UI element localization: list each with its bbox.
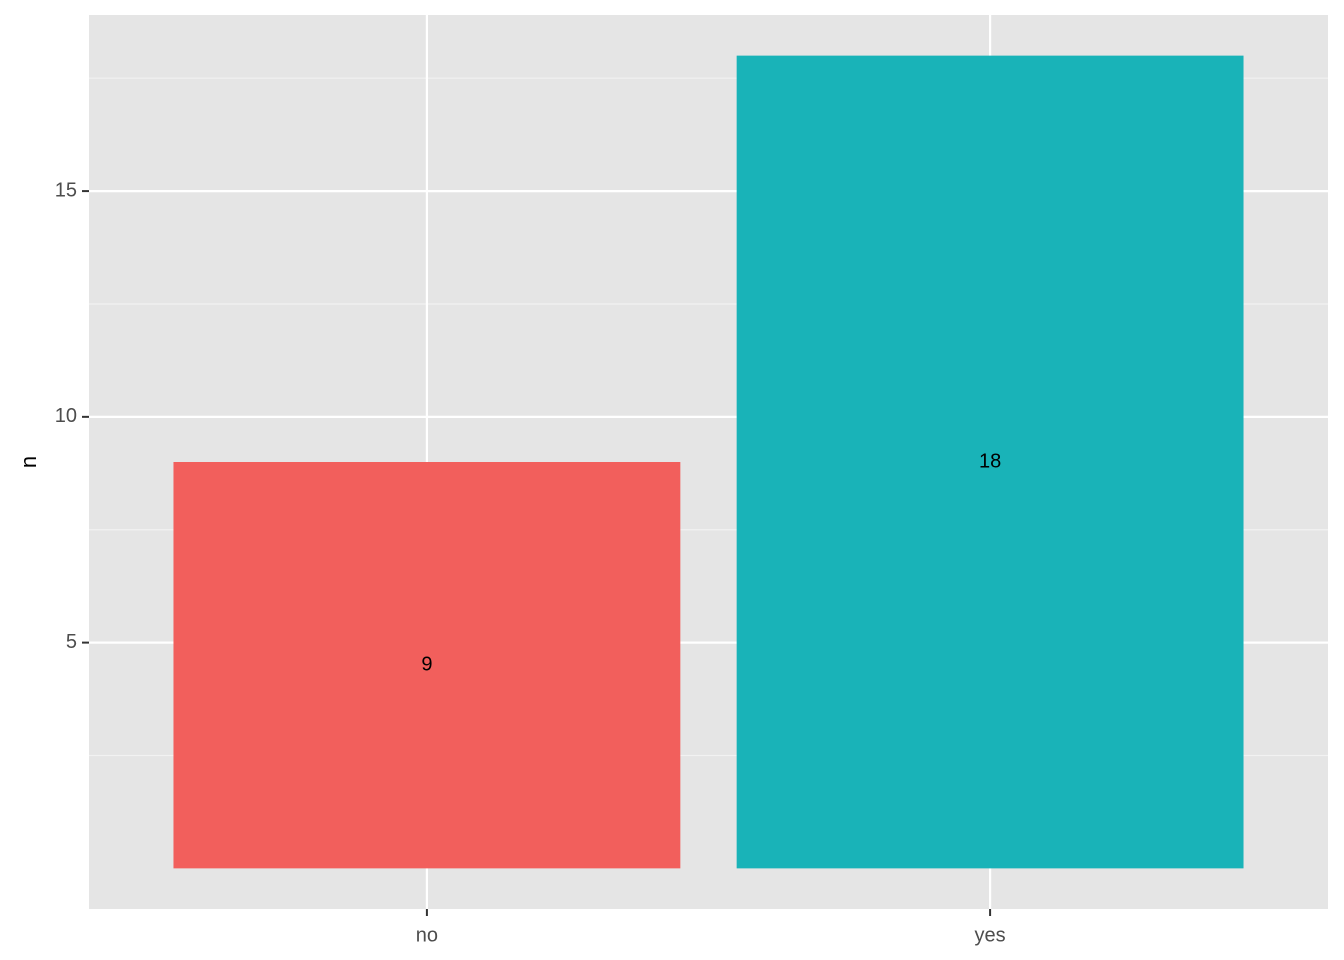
bar <box>736 55 1244 869</box>
data-label: 18 <box>979 450 1001 472</box>
x-tick-label: no <box>416 924 438 946</box>
bar <box>173 462 681 869</box>
y-tick-label: 10 <box>55 405 77 427</box>
y-tick-label: 15 <box>55 179 77 201</box>
x-tick-label: yes <box>975 924 1006 946</box>
data-label: 9 <box>421 653 432 675</box>
y-axis-title: n <box>16 456 41 468</box>
y-tick-label: 5 <box>66 631 77 653</box>
